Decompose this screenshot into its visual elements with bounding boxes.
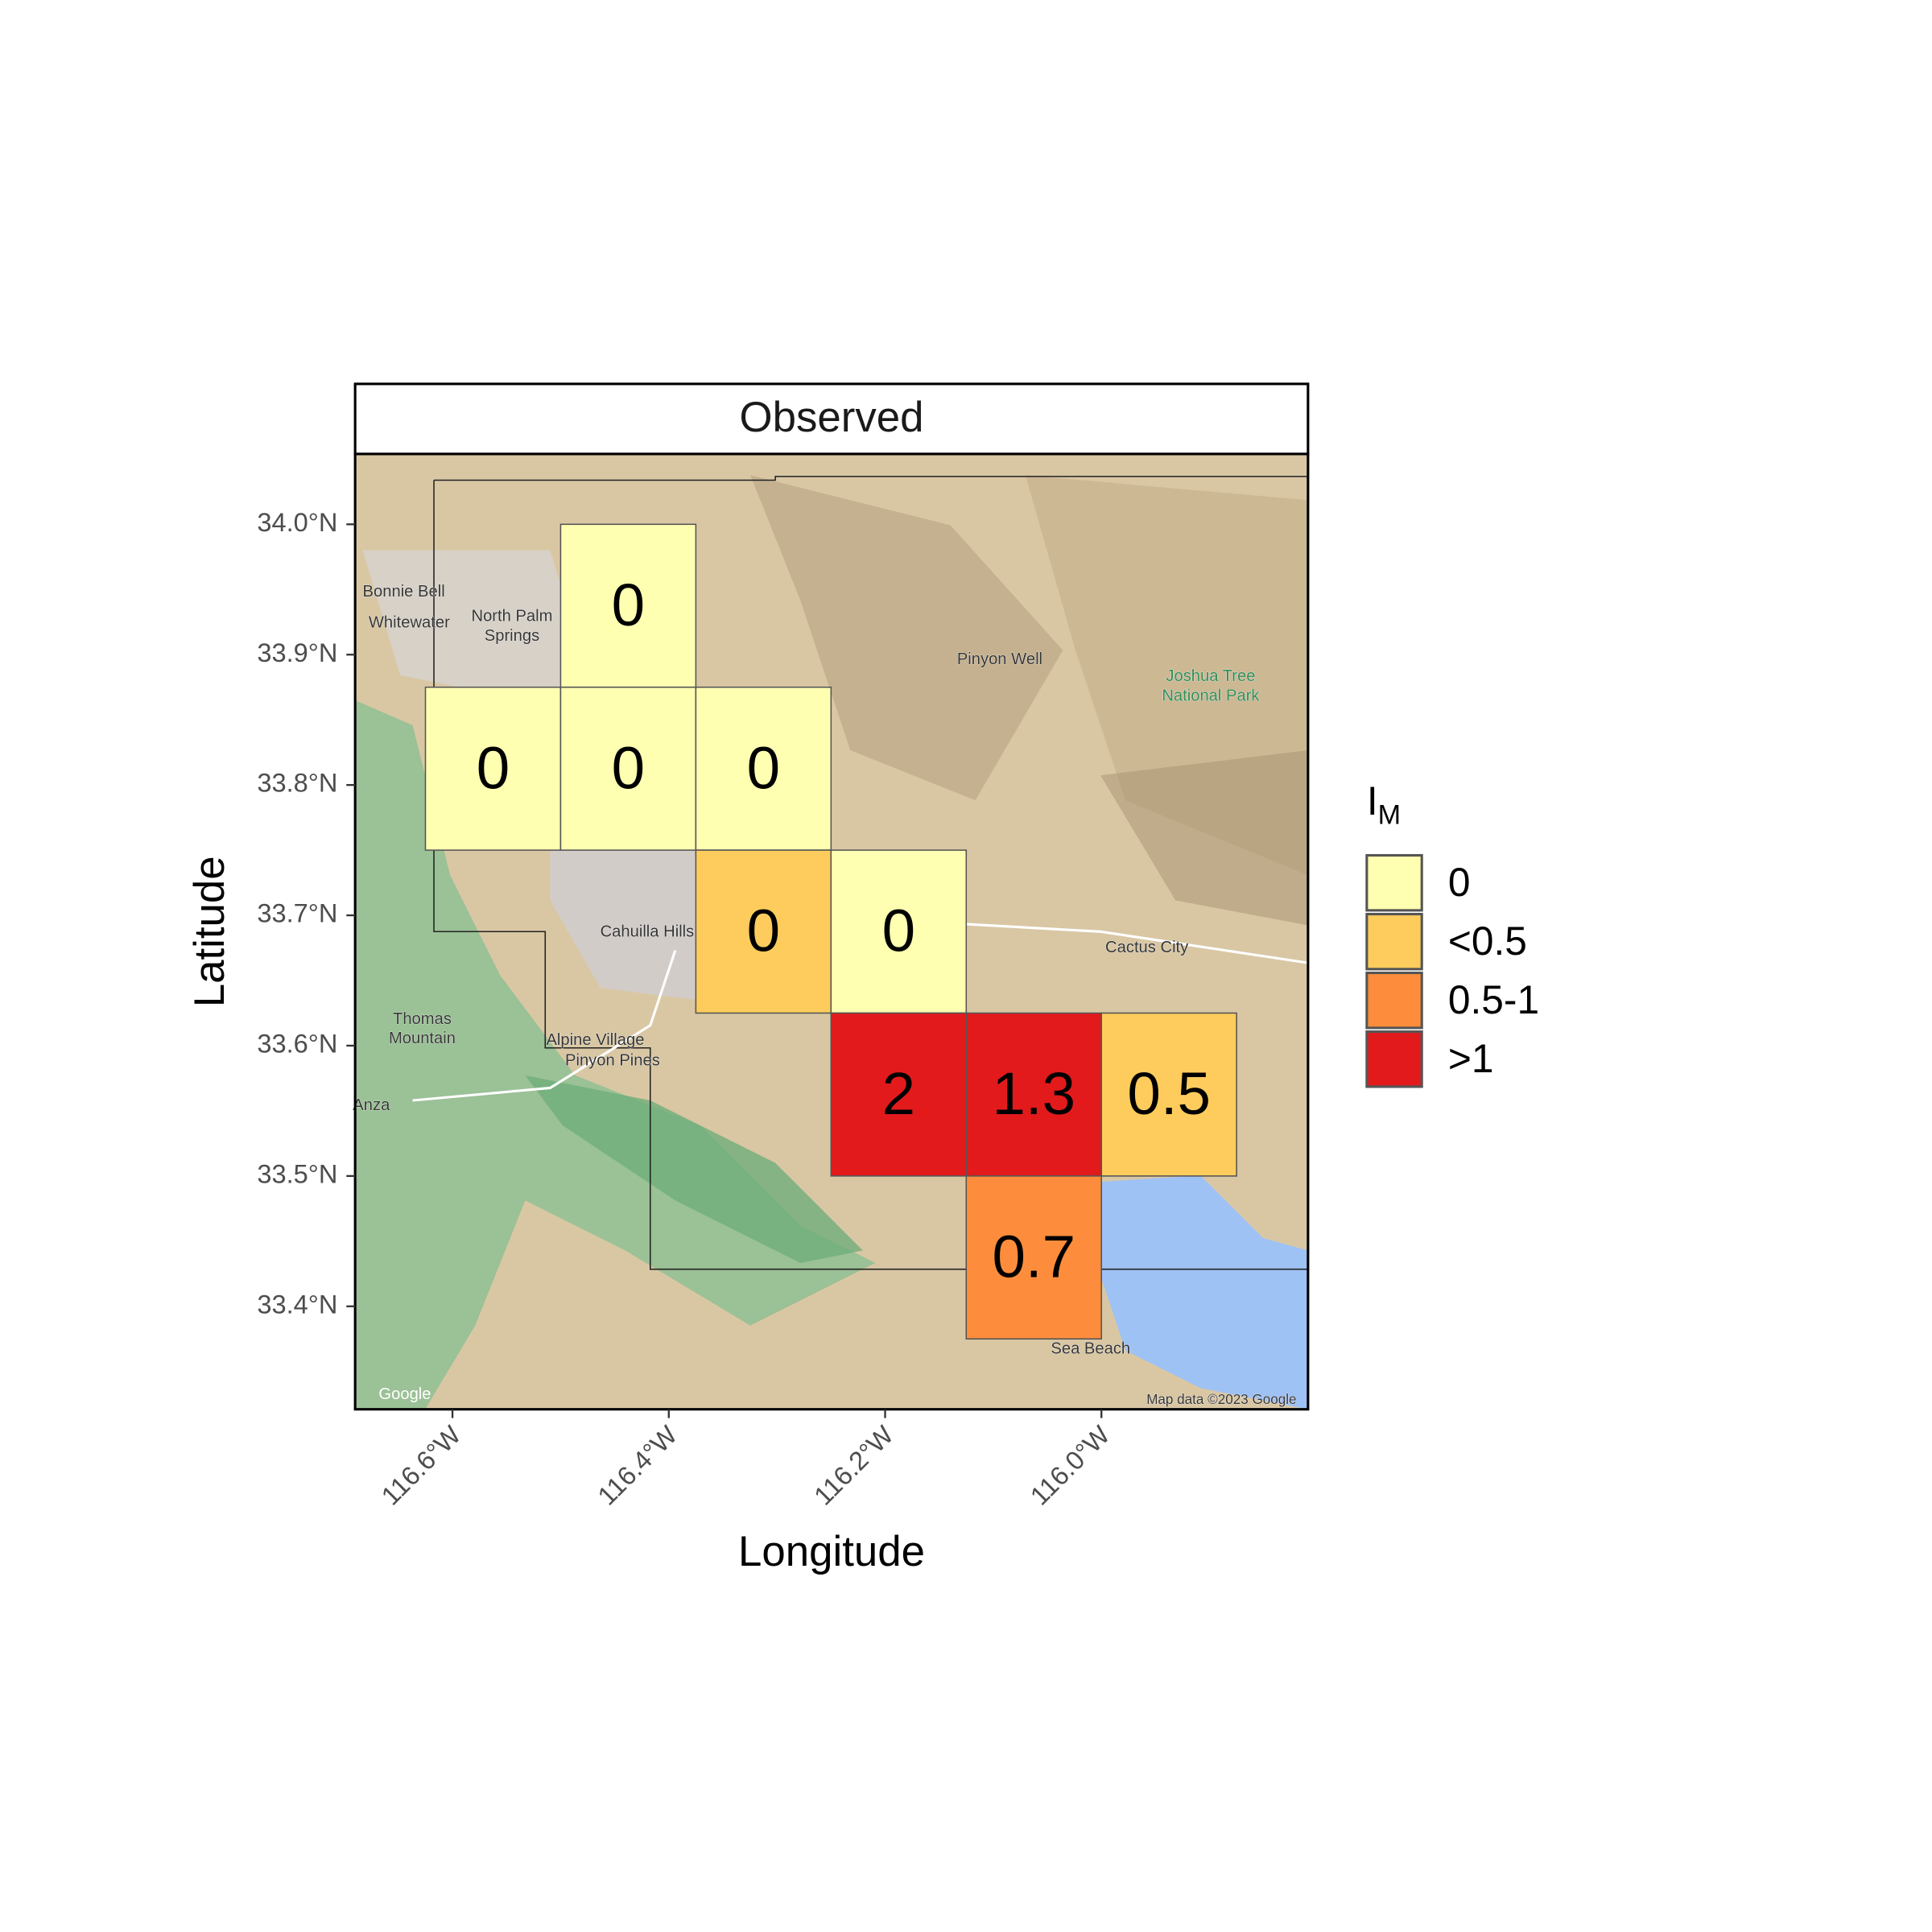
y-tick-label: 33.8°N (257, 768, 337, 798)
map-label: Cahuilla Hills (601, 923, 695, 940)
x-tick-label: 116.0°W (1024, 1419, 1115, 1510)
map-label: Map data ©2023 Google (1146, 1392, 1296, 1407)
y-tick-label: 33.6°N (257, 1029, 337, 1059)
map-labels: Pinyon Well Joshua Tree National Park Cactu… (353, 583, 1297, 1408)
lake (1100, 1175, 1308, 1410)
tile-label: 0 (612, 734, 645, 801)
urban (362, 550, 588, 700)
tile (830, 1012, 968, 1177)
map-label: Bonnie Bell (363, 583, 445, 601)
legend-label: >1 (1448, 1036, 1494, 1081)
legend-key (1365, 912, 1423, 971)
legend-title: IM (1367, 778, 1401, 830)
y-tick-label: 33.4°N (257, 1289, 337, 1319)
map-label: Sea Beach (1051, 1340, 1130, 1358)
tile-label: 0 (747, 898, 780, 964)
legend-key (1365, 971, 1423, 1030)
map-label: Springs (485, 627, 539, 645)
map-label: Thomas (393, 1010, 452, 1028)
tile (695, 686, 832, 851)
legend-key (1365, 853, 1423, 912)
tile-label: 1.3 (992, 1060, 1075, 1127)
tiles: 0 0 0 0 0 0 2 1.3 0.5 0.7 (424, 523, 1237, 1340)
tile (695, 849, 832, 1014)
tile-label: 0 (477, 734, 510, 801)
legend-title-main: I (1367, 778, 1378, 824)
legend-title-sub: M (1378, 799, 1401, 830)
y-axis-label: Latitude (186, 856, 233, 1007)
map-label: Pinyon Well (957, 650, 1042, 668)
tile (965, 1175, 1103, 1340)
tile-label: 0.7 (992, 1223, 1075, 1290)
tile (424, 686, 562, 851)
tile-label: 2 (882, 1060, 915, 1127)
legend-label: <0.5 (1448, 919, 1527, 964)
y-tick-label: 34.0°N (257, 507, 337, 537)
boundary (433, 476, 1308, 1270)
facet-title: Observed (740, 394, 924, 441)
map-label: National Park (1162, 687, 1260, 704)
map-label: Anza (353, 1096, 390, 1114)
tile-label: 0.5 (1127, 1060, 1211, 1127)
map-label: Joshua Tree (1166, 667, 1255, 685)
map-label: Google (378, 1385, 431, 1403)
x-tick-label: 116.4°W (592, 1419, 683, 1510)
tile (830, 849, 968, 1014)
y-tick-label: 33.7°N (257, 898, 337, 928)
map-label: Alpine Village (546, 1031, 644, 1049)
map-label: Cactus City (1105, 939, 1189, 956)
ridge (1100, 750, 1308, 926)
tile-label: 0 (747, 734, 780, 801)
x-axis-label: Longitude (738, 1528, 925, 1575)
map-background (355, 453, 1308, 1410)
tile-label: 0 (612, 572, 645, 638)
x-tick-label: 116.2°W (808, 1419, 899, 1510)
legend-label: 0 (1448, 860, 1471, 905)
facet-strip (353, 382, 1310, 456)
tile (1100, 1012, 1237, 1177)
road (412, 950, 677, 1102)
tile-label: 0 (882, 898, 915, 964)
legend-label: 0.5-1 (1448, 977, 1539, 1022)
map-label: North Palm (471, 608, 552, 625)
tile (559, 686, 697, 851)
forest (525, 1075, 863, 1263)
legend-key (1365, 1030, 1423, 1088)
map-label: Whitewater (369, 614, 450, 632)
y-tick-label: 33.5°N (257, 1158, 337, 1188)
tile (965, 1012, 1103, 1177)
ridge (750, 475, 1063, 801)
tile (559, 523, 697, 688)
map-label: Pinyon Pines (565, 1052, 660, 1070)
x-tick-label: 116.6°W (375, 1419, 466, 1510)
map-label: Mountain (389, 1030, 456, 1047)
y-tick-label: 33.9°N (257, 638, 337, 667)
